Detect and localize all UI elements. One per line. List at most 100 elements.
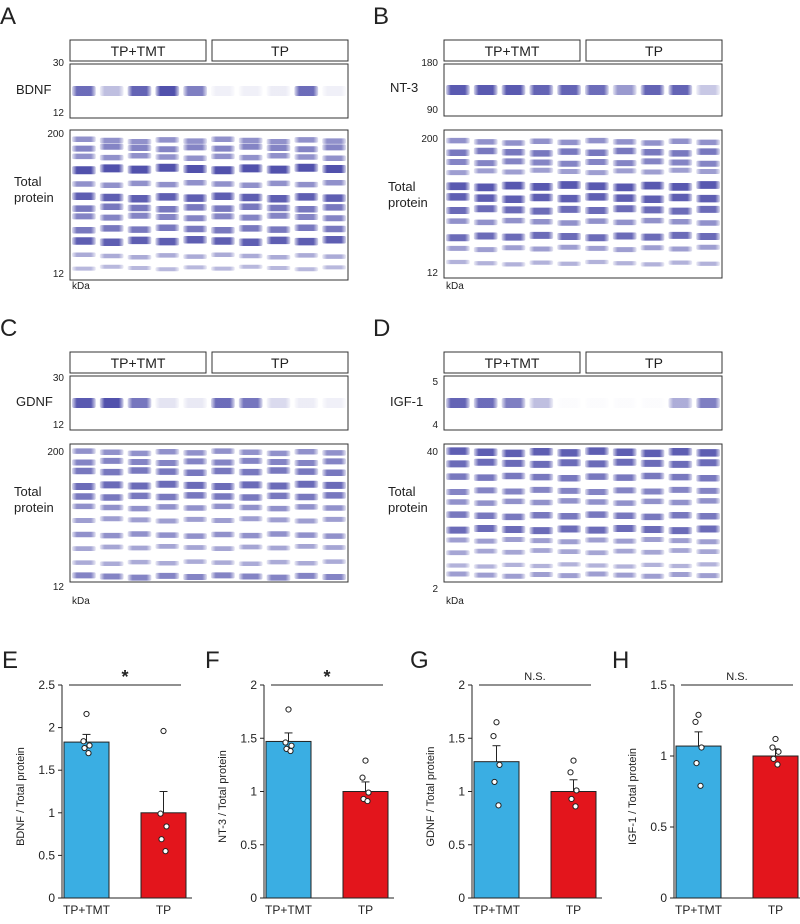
protein-band (585, 499, 609, 505)
protein-band (557, 139, 581, 146)
protein-band (72, 493, 96, 500)
protein-band (238, 449, 263, 456)
protein-band (696, 487, 720, 494)
target-bottom-marker: 12 (53, 420, 65, 431)
protein-band (501, 169, 526, 175)
protein-band (612, 448, 637, 457)
y-tick-label: 0 (660, 891, 667, 905)
protein-band (99, 203, 124, 211)
protein-band (640, 562, 665, 568)
data-point (80, 738, 87, 745)
protein-band (473, 168, 498, 174)
protein-band (294, 205, 319, 213)
target-band (668, 85, 693, 95)
data-point (775, 748, 782, 755)
protein-band (640, 513, 665, 521)
protein-band (557, 160, 581, 167)
protein-band (211, 572, 235, 579)
protein-band (99, 182, 124, 188)
group-header-label: TP+TMT (111, 43, 166, 59)
protein-band (557, 474, 581, 482)
protein-band (155, 572, 180, 579)
protein-band (127, 505, 152, 512)
data-point (162, 848, 169, 855)
protein-band (238, 214, 263, 221)
protein-band (238, 193, 263, 202)
target-band (529, 398, 554, 408)
bar-chart-h: H 0 0.5 1 1.5 IGF-1 / Total protein TP+TMT TP N.… (612, 647, 800, 917)
protein-band (211, 252, 235, 258)
y-tick-label: 0.5 (240, 838, 257, 852)
protein-band (238, 137, 263, 144)
protein-band (99, 516, 124, 522)
target-band (322, 86, 346, 96)
protein-band (183, 492, 207, 499)
protein-band (211, 213, 235, 220)
protein-band (529, 219, 554, 225)
protein-band (183, 469, 207, 476)
protein-band (99, 154, 124, 161)
protein-band (557, 233, 581, 241)
protein-band (183, 516, 207, 522)
protein-band (640, 245, 665, 251)
target-band (183, 86, 207, 96)
target-band (266, 86, 291, 96)
protein-band (585, 207, 609, 215)
protein-band (155, 181, 180, 188)
target-band (294, 398, 319, 408)
protein-band (211, 503, 235, 510)
protein-band (238, 225, 263, 232)
protein-band (183, 574, 207, 581)
y-tick-label: 2 (458, 678, 465, 692)
data-point (85, 750, 92, 757)
protein-band (294, 214, 319, 220)
target-band (529, 85, 554, 95)
unit-label: kDa (446, 281, 464, 292)
total-label-line2: protein (14, 190, 54, 205)
target-band (127, 86, 152, 96)
protein-band (557, 459, 581, 467)
protein-band (640, 549, 665, 555)
protein-band (585, 489, 609, 496)
protein-band (155, 480, 180, 488)
target-band (155, 398, 180, 408)
protein-band (529, 511, 554, 519)
protein-band (640, 217, 665, 224)
data-point (770, 755, 777, 762)
protein-band (72, 266, 96, 271)
data-point (160, 727, 167, 735)
target-band (585, 85, 609, 95)
protein-band (294, 237, 319, 246)
protein-band (612, 219, 637, 226)
protein-band (612, 205, 637, 213)
panel-letter: C (0, 315, 17, 342)
protein-band (529, 548, 554, 553)
protein-band (266, 266, 291, 270)
protein-band (585, 234, 609, 242)
protein-band (127, 517, 152, 523)
bar-chart-e: E 0 0.5 1 1.5 2 2.5 BDNF / Total protein TP+TMT T… (2, 647, 192, 917)
protein-band (72, 237, 96, 245)
protein-band (72, 166, 96, 175)
protein-band (322, 533, 346, 539)
category-label: TP (566, 903, 581, 917)
protein-band (266, 180, 291, 187)
y-tick-label: 1.5 (650, 678, 667, 692)
protein-band (211, 192, 235, 201)
protein-band (183, 559, 207, 564)
protein-band (183, 144, 207, 151)
protein-band (446, 207, 470, 215)
protein-band (127, 194, 152, 203)
protein-band (612, 183, 637, 192)
protein-band (446, 526, 470, 534)
y-axis-label: GDNF / Total protein (425, 746, 437, 846)
panel-letter: D (373, 315, 390, 342)
protein-band (127, 236, 152, 245)
protein-band (501, 148, 526, 156)
protein-band (322, 559, 346, 564)
protein-band (155, 468, 180, 475)
category-label: TP+TMT (675, 903, 723, 917)
protein-band (696, 205, 720, 213)
